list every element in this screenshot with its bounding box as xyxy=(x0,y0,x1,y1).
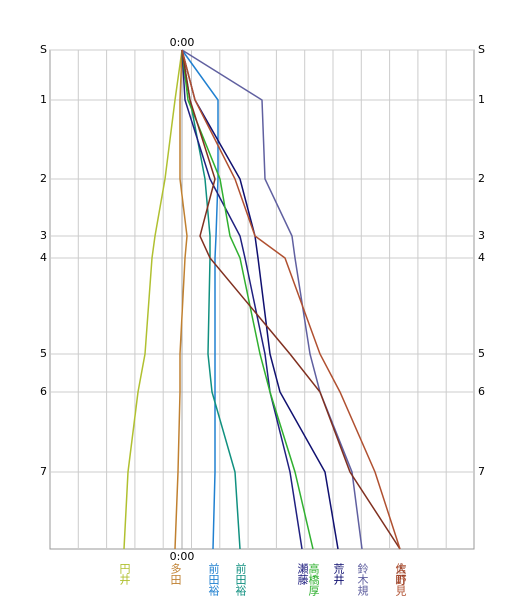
x-tick-label-top: 0:00 xyxy=(170,36,195,49)
legend-label: 円井 xyxy=(118,563,131,586)
legend-label: 鈴木規 xyxy=(356,562,369,596)
legend-label: 前田裕 xyxy=(207,562,220,597)
plot-frame xyxy=(49,49,475,550)
legend-label: 瀬藤 xyxy=(296,562,309,586)
series-line xyxy=(181,49,303,550)
series-line xyxy=(174,49,188,550)
y-tick-label-right: 1 xyxy=(478,93,485,106)
y-tick-label: 3 xyxy=(40,229,47,242)
legend-label: 多田 xyxy=(169,562,182,585)
legend-label: 高橋厚 xyxy=(307,562,320,597)
legend-label: 大町 xyxy=(394,562,407,585)
y-tick-label-right: S xyxy=(478,43,485,56)
legend-label: 前田裕 xyxy=(234,562,247,597)
y-tick-label-right: 6 xyxy=(478,385,485,398)
series-line xyxy=(181,49,241,550)
series-line xyxy=(181,49,401,550)
x-tick-label-bottom: 0:00 xyxy=(170,550,195,563)
y-tick-label: 2 xyxy=(40,172,47,185)
y-tick-label-right: 3 xyxy=(478,229,485,242)
y-tick-label: 1 xyxy=(40,93,47,106)
y-tick-label-right: 4 xyxy=(478,251,485,264)
series-line xyxy=(181,49,401,550)
legend-label: 荒井 xyxy=(332,563,345,586)
series-line xyxy=(181,49,219,550)
y-tick-label-right: 7 xyxy=(478,465,485,478)
series-line xyxy=(181,49,339,550)
y-tick-label: S xyxy=(40,43,47,56)
y-tick-label: 7 xyxy=(40,465,47,478)
y-tick-label-right: 5 xyxy=(478,347,485,360)
y-tick-label: 5 xyxy=(40,347,47,360)
legend-label: 信野見 xyxy=(394,563,407,596)
series-line xyxy=(181,49,363,550)
y-tick-label: 6 xyxy=(40,385,47,398)
y-tick-label-right: 2 xyxy=(478,172,485,185)
y-tick-label: 4 xyxy=(40,251,47,264)
series-line xyxy=(181,49,314,550)
series-line xyxy=(123,49,183,550)
